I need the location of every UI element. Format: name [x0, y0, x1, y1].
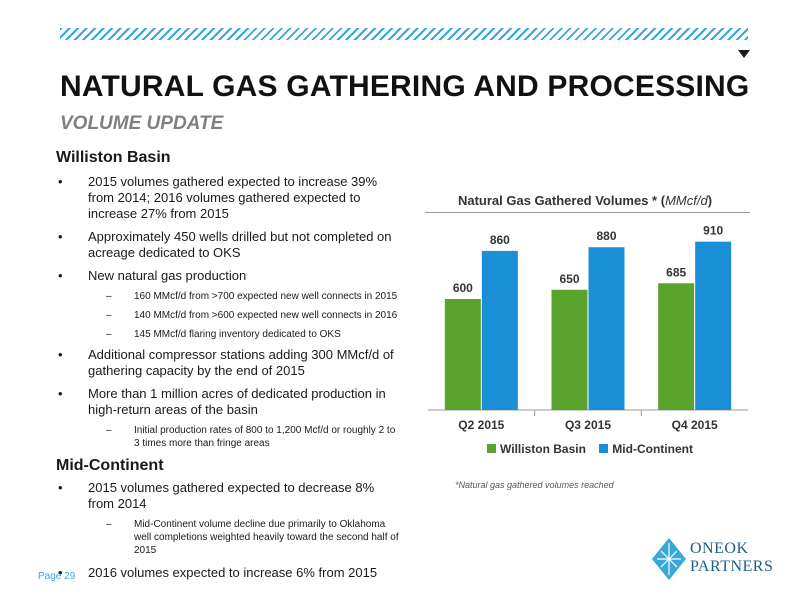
bar-midcon-1 — [588, 247, 625, 410]
legend-label-williston: Williston Basin — [500, 442, 586, 456]
bullet-text: 2015 volumes gathered expected to increa… — [88, 174, 378, 221]
bullet-text: More than 1 million acres of dedicated p… — [88, 386, 386, 417]
midcon-heading: Mid-Continent — [56, 457, 164, 474]
page-number: Page 29 — [38, 571, 76, 582]
sub-bullet-item: – 140 MMcf/d from >600 expected new well… — [56, 309, 401, 322]
data-label: 880 — [596, 229, 616, 243]
bullet-glyph: • — [58, 386, 63, 401]
page-title: NATURAL GAS GATHERING AND PROCESSING — [60, 70, 750, 103]
chart-title: Natural Gas Gathered Volumes * (MMcf/d) — [457, 193, 713, 208]
chart-legend: Williston Basin Mid-Continent — [420, 442, 750, 456]
sub-bullet-text: 160 MMcf/d from >700 expected new well c… — [134, 291, 398, 302]
category-label: Q3 2015 — [565, 418, 611, 432]
bullet-text: Approximately 450 wells drilled but not … — [88, 229, 392, 260]
chart-title-rule — [425, 212, 750, 213]
bar-williston-1 — [551, 289, 588, 410]
bar-williston-2 — [658, 283, 695, 410]
bullet-item: • Approximately 450 wells drilled but no… — [56, 229, 401, 261]
sub-bullet-item: – 145 MMcf/d flaring inventory dedicated… — [56, 328, 401, 341]
logo-line1: ONEOK — [690, 540, 749, 557]
bullet-text: 2016 volumes expected to increase 6% fro… — [88, 565, 378, 580]
down-arrow-icon — [738, 50, 750, 58]
sub-bullet-text: 140 MMcf/d from >600 expected new well c… — [134, 310, 398, 321]
chart-units: MMcf/d — [665, 193, 708, 208]
decorative-stripe — [60, 28, 748, 40]
bullet-glyph: • — [58, 229, 63, 244]
chart-footnote: *Natural gas gathered volumes reached — [455, 480, 614, 490]
bullet-item: • 2016 volumes expected to increase 6% f… — [56, 565, 401, 581]
bullet-item: • Additional compressor stations adding … — [56, 347, 401, 379]
category-label: Q4 2015 — [672, 418, 718, 432]
legend-swatch-midcon — [599, 444, 609, 453]
dash-glyph: – — [106, 519, 112, 530]
data-label: 650 — [559, 272, 579, 286]
sub-bullet-text: 145 MMcf/d flaring inventory dedicated t… — [134, 329, 341, 340]
bar-williston-0 — [444, 299, 481, 410]
page-subtitle: VOLUME UPDATE — [60, 113, 224, 134]
bullet-item: • New natural gas production — [56, 268, 401, 284]
oneok-logo: ONEOK PARTNERS — [652, 534, 773, 584]
bullet-glyph: • — [58, 480, 63, 495]
bullet-item: • 2015 volumes gathered expected to decr… — [56, 480, 401, 512]
data-label: 860 — [490, 233, 510, 247]
bullet-text: Additional compressor stations adding 30… — [88, 347, 394, 378]
bullet-text: 2015 volumes gathered expected to decrea… — [88, 480, 375, 511]
bullet-item: • 2015 volumes gathered expected to incr… — [56, 174, 401, 222]
williston-heading: Williston Basin — [56, 149, 171, 166]
sub-bullet-item: – Mid-Continent volume decline due prima… — [56, 518, 401, 557]
bullet-glyph: • — [58, 347, 63, 362]
dash-glyph: – — [106, 425, 112, 436]
legend-label-midcon: Mid-Continent — [612, 442, 693, 456]
logo-text: ONEOK PARTNERS — [690, 540, 773, 576]
bullet-glyph: • — [58, 174, 63, 189]
sub-bullet-item: – Initial production rates of 800 to 1,2… — [56, 424, 401, 450]
bar-midcon-2 — [695, 241, 732, 410]
category-label: Q2 2015 — [458, 418, 504, 432]
legend-swatch-williston — [487, 444, 497, 453]
chart-title-text: Natural Gas Gathered Volumes * — [457, 193, 658, 208]
dash-glyph: – — [106, 291, 112, 302]
sub-bullet-item: – 160 MMcf/d from >700 expected new well… — [56, 290, 401, 303]
bullet-glyph: • — [58, 268, 63, 283]
bullet-text: New natural gas production — [88, 268, 247, 283]
bar-midcon-0 — [481, 250, 518, 410]
logo-line2: PARTNERS — [690, 558, 774, 575]
volumes-chart: Natural Gas Gathered Volumes * (MMcf/d) … — [420, 185, 750, 465]
sub-bullet-text: Initial production rates of 800 to 1,200… — [134, 425, 396, 449]
bar-chart-svg: 600 860 Q2 2015 650 880 Q3 2015 685 910 Q4 2015 — [428, 224, 748, 432]
bullet-glyph: • — [58, 565, 63, 580]
sub-bullet-text: Mid-Continent volume decline due primari… — [134, 519, 399, 556]
bullet-item: • More than 1 million acres of dedicated… — [56, 386, 401, 418]
data-label: 910 — [703, 224, 723, 238]
dash-glyph: – — [106, 329, 112, 340]
data-label: 685 — [666, 265, 686, 279]
dash-glyph: – — [106, 310, 112, 321]
oneok-logo-icon — [652, 538, 686, 580]
left-column: Williston Basin • 2015 volumes gathered … — [56, 150, 401, 588]
data-label: 600 — [453, 281, 473, 295]
